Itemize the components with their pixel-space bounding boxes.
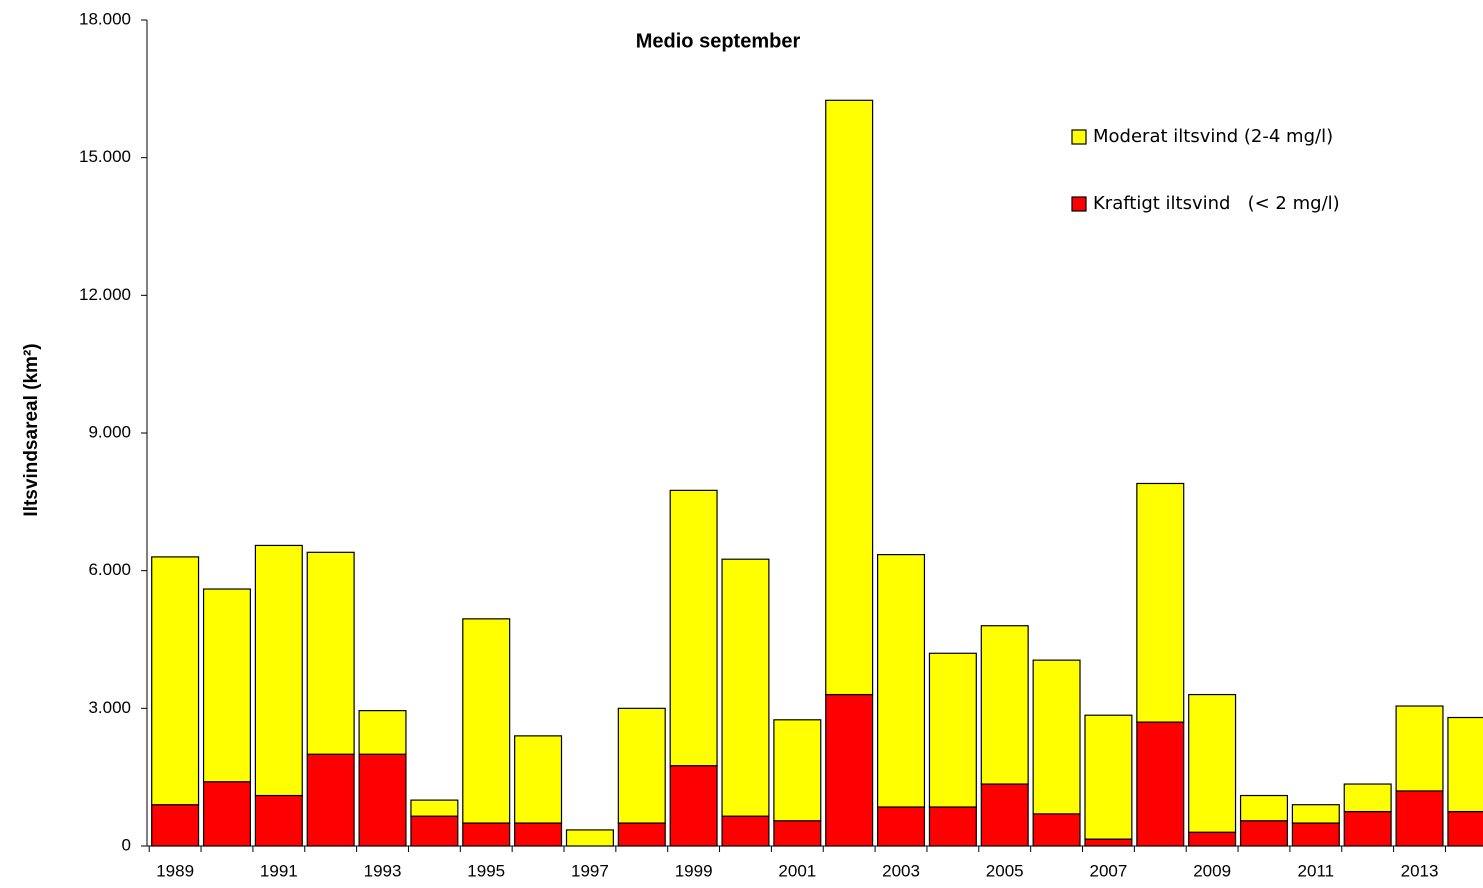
y-tick-label: 12.000 <box>79 285 131 304</box>
bar-segment <box>410 815 459 847</box>
bar-segment <box>1188 693 1237 833</box>
bar-segment <box>876 806 926 847</box>
bar-segment <box>514 822 563 847</box>
legend-label: Moderat iltsvind (2-4 mg/l) <box>1093 126 1333 147</box>
x-tick-label: 1993 <box>364 861 402 880</box>
bar-segment <box>462 822 511 847</box>
bar-segment <box>1188 831 1237 847</box>
x-tick-label: 2007 <box>1090 861 1128 880</box>
bar-segment <box>1084 838 1133 847</box>
bar-segment <box>1032 659 1081 815</box>
bar-segment <box>980 783 1029 847</box>
bar-segment <box>1084 714 1133 840</box>
y-tick-label: 6.000 <box>88 560 131 579</box>
x-tick-label: 2013 <box>1401 861 1439 880</box>
bar-segment <box>306 753 355 847</box>
bar-segment <box>669 489 718 767</box>
bar-segment <box>410 799 459 817</box>
bar-segment <box>1032 813 1081 847</box>
bar-segment <box>565 829 614 847</box>
bar-segment <box>514 735 563 824</box>
bar-segment <box>1291 822 1340 847</box>
x-tick-label: 1997 <box>571 861 609 880</box>
bar-segment <box>358 710 407 755</box>
bar-segment <box>669 765 718 847</box>
x-tick-label: 2003 <box>882 861 920 880</box>
y-tick-label: 0 <box>122 835 131 854</box>
bar-segment <box>1239 820 1289 847</box>
x-tick-label: 2001 <box>778 861 816 880</box>
y-tick-label: 18.000 <box>79 9 131 28</box>
bar-segment <box>1447 810 1483 847</box>
chart-title: Medio september <box>636 30 801 52</box>
bar-segment <box>1136 482 1185 723</box>
y-tick-label: 3.000 <box>88 698 131 717</box>
bar-segment <box>1136 721 1185 847</box>
x-tick-label: 2005 <box>986 861 1024 880</box>
bar-segment <box>721 558 770 817</box>
bar-segment <box>306 551 355 755</box>
bar-segment <box>825 693 874 847</box>
bar-segment <box>358 753 407 847</box>
bar-segment <box>202 588 252 783</box>
y-tick-label: 15.000 <box>79 147 131 166</box>
bar-segment <box>928 806 977 847</box>
bar-segment <box>1343 810 1392 847</box>
bar-segment <box>1291 804 1340 824</box>
bar-segment <box>202 781 252 847</box>
x-tick-label: 1991 <box>260 861 298 880</box>
x-tick-label: 1999 <box>675 861 713 880</box>
legend-swatch <box>1071 129 1087 145</box>
x-tick-label: 1995 <box>467 861 505 880</box>
bar-segment <box>1239 794 1289 822</box>
bar-segment <box>462 618 511 824</box>
bar-segment <box>825 99 874 696</box>
bar-segment <box>1447 716 1483 813</box>
bar-segment <box>876 554 926 808</box>
bar-segment <box>617 707 666 824</box>
bar-segment <box>151 556 200 806</box>
legend-label: Kraftigt iltsvind (< 2 mg/l) <box>1093 193 1340 214</box>
y-axis-title: Iltsvindsareal (km²) <box>21 343 42 516</box>
bar-segment <box>721 815 770 847</box>
bar-segment <box>254 544 303 797</box>
bar-segment <box>254 794 303 847</box>
bar-segment <box>1343 783 1392 813</box>
bar-segment <box>980 625 1029 785</box>
x-tick-label: 2009 <box>1193 861 1231 880</box>
x-tick-label: 1989 <box>156 861 194 880</box>
y-tick-label: 9.000 <box>88 422 131 441</box>
bar-segment <box>151 804 200 847</box>
legend-swatch <box>1071 196 1087 212</box>
bar-segment <box>617 822 666 847</box>
bar-segment <box>773 820 822 847</box>
bar-segment <box>1395 790 1444 847</box>
bar-segment <box>773 719 822 822</box>
bar-segment <box>928 652 977 808</box>
bar-segment <box>1395 705 1444 792</box>
x-tick-label: 2011 <box>1298 861 1335 880</box>
